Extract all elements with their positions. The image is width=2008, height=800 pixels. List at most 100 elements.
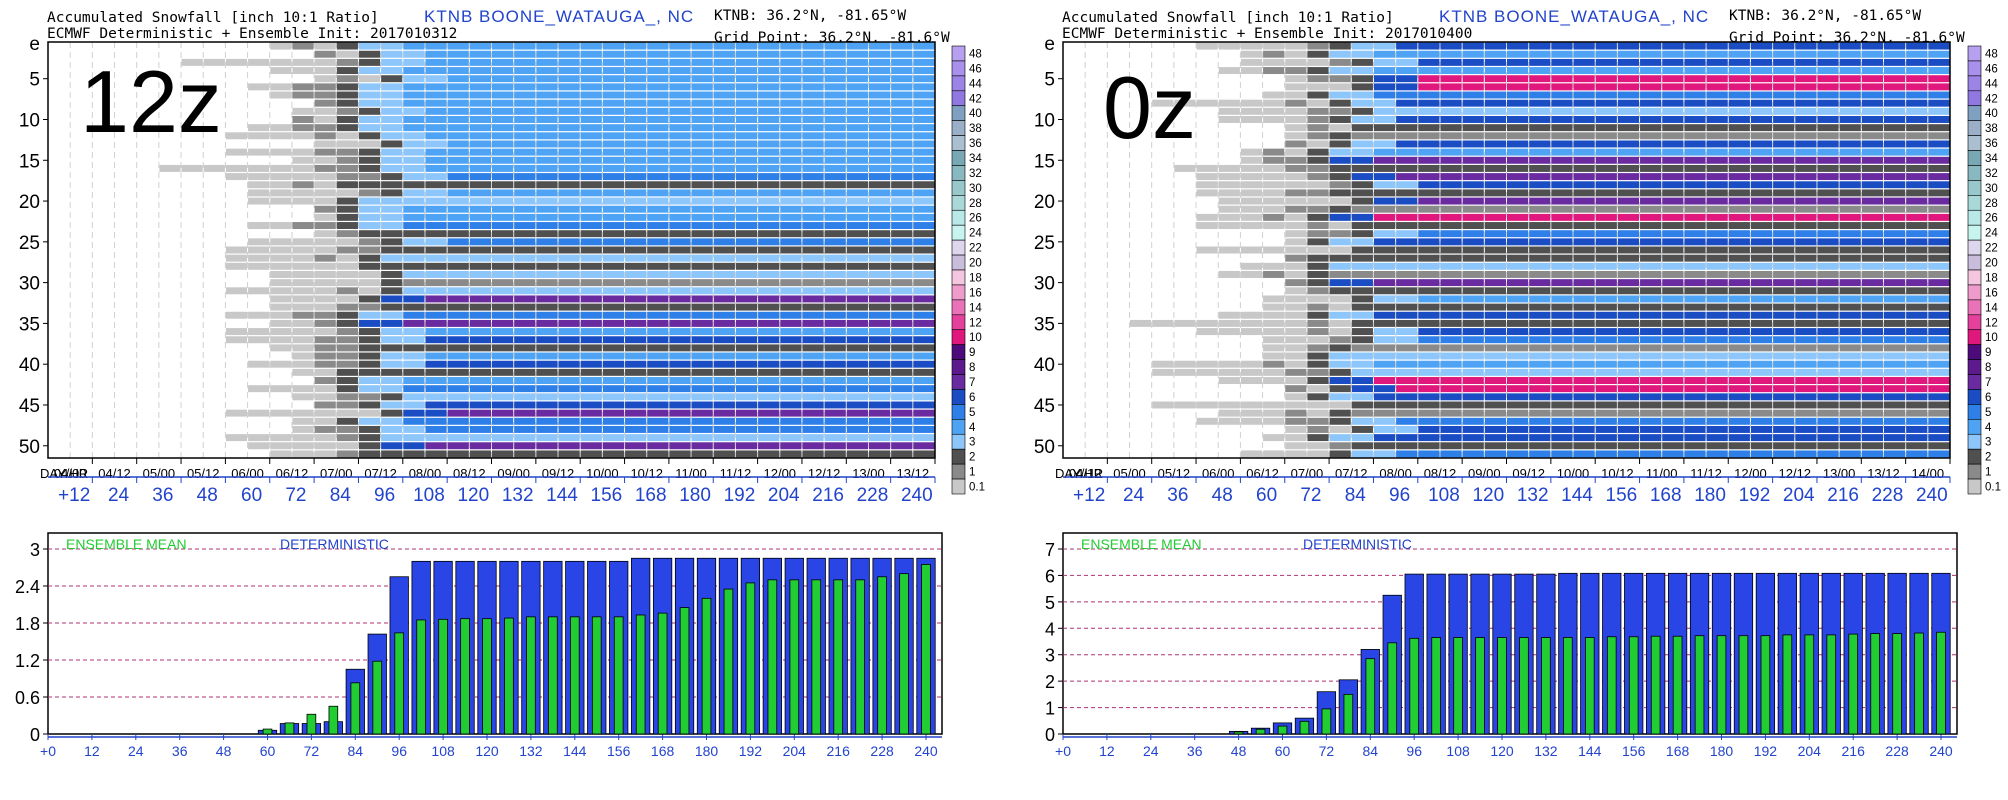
plume-cell — [1240, 107, 1263, 115]
plume-cell — [1551, 328, 1573, 336]
plume-cell — [381, 164, 403, 172]
plume-cell — [1640, 132, 1662, 140]
plume-cell — [1573, 425, 1595, 433]
plume-cell — [1595, 50, 1617, 58]
plume-cell — [536, 107, 558, 115]
plume-cell — [1861, 156, 1883, 164]
plume-cell — [381, 148, 403, 156]
plume-cell — [1418, 385, 1440, 393]
plume-cell — [846, 425, 868, 433]
plume-cell — [1883, 425, 1906, 433]
plume-cell — [1307, 401, 1329, 409]
plume-cell — [647, 336, 669, 344]
plume-cell — [536, 295, 558, 303]
plume-cell — [1396, 262, 1418, 270]
plume-cell — [403, 173, 425, 181]
plume-cell — [1861, 246, 1883, 254]
plume-cell — [780, 164, 802, 172]
plume-cell — [691, 262, 713, 270]
plume-cell — [469, 173, 491, 181]
plume-cell — [492, 336, 514, 344]
plume-cell — [336, 132, 358, 140]
plume-cell — [1462, 377, 1484, 384]
plume-cell — [824, 409, 846, 417]
bar-x-tick-label: 168 — [651, 743, 675, 759]
plume-cell — [1307, 75, 1329, 83]
plume-cell — [1906, 50, 1928, 58]
plume-cell — [1507, 393, 1529, 401]
bar-x-tick-label: 12 — [1099, 743, 1115, 759]
plume-cell — [1928, 385, 1950, 393]
colorbar-swatch — [951, 404, 966, 420]
plume-cell — [602, 205, 625, 213]
plume-cell — [1728, 230, 1750, 238]
plume-cell — [1773, 230, 1795, 238]
bar-y-tick-label: 1.8 — [15, 614, 40, 634]
plume-cell — [469, 205, 491, 213]
plume-cell — [270, 83, 292, 91]
plume-cell — [358, 328, 381, 336]
plume-cell — [1728, 279, 1750, 287]
plume-cell — [1662, 99, 1684, 107]
plume-cell — [1440, 181, 1462, 189]
plume-cell — [602, 222, 625, 230]
plume-cell — [1706, 254, 1728, 262]
plume-cell — [868, 319, 891, 327]
plume-cell — [913, 67, 935, 75]
plume-cell — [1706, 205, 1728, 213]
plume-cell — [580, 140, 602, 148]
plume-cell — [447, 83, 469, 91]
plume-cell — [735, 132, 758, 140]
plume-cell — [1728, 393, 1750, 401]
plume-cell — [669, 99, 691, 107]
plume-y-tick-label: 50 — [19, 437, 40, 458]
plume-cell — [358, 148, 381, 156]
plume-cell — [1529, 75, 1551, 83]
plume-cell — [1906, 425, 1928, 433]
plume-cell — [580, 246, 602, 254]
plume-cell — [1662, 442, 1684, 450]
plume-cell — [1795, 99, 1817, 107]
plume-x-tick-label: 06/12 — [1246, 466, 1279, 481]
plume-cell — [1728, 189, 1750, 197]
plume-cell — [1396, 450, 1418, 458]
plume-cell — [1728, 58, 1750, 66]
plume-cell — [1795, 116, 1817, 123]
plume-cell — [314, 75, 336, 83]
plume-cell — [691, 107, 713, 115]
plume-cell — [1573, 254, 1595, 262]
plume-cell — [713, 409, 735, 417]
plume-cell — [580, 107, 602, 115]
plume-cell — [802, 319, 824, 327]
plume-cell — [1617, 270, 1640, 278]
plume-cell — [1351, 328, 1373, 336]
plume-cell — [669, 425, 691, 433]
plume-cell — [913, 319, 935, 327]
plume-cell — [1507, 58, 1529, 66]
bar-y-tick-label: 0 — [30, 725, 40, 745]
plume-cell — [1373, 148, 1396, 156]
plume-cell — [647, 385, 669, 393]
plume-cell — [1573, 393, 1595, 401]
plume-cell — [1817, 336, 1839, 344]
plume-cell — [669, 377, 691, 384]
plume-cell — [780, 189, 802, 197]
colorbar-label: 7 — [1985, 377, 1991, 389]
plume-cell — [1396, 238, 1418, 246]
plume-cell — [270, 360, 292, 368]
ensemble-mean-bar — [548, 616, 558, 735]
plume-cell — [824, 319, 846, 327]
plume-cell — [1817, 270, 1839, 278]
colorbar-swatch — [951, 463, 966, 480]
plume-cell — [1551, 58, 1573, 66]
plume-cell — [735, 328, 758, 336]
plume-cell — [1861, 336, 1883, 344]
plume-cell — [514, 352, 536, 360]
plume-cell — [1573, 385, 1595, 393]
plume-cell — [403, 425, 425, 433]
plume-cell — [492, 287, 514, 295]
plume-cell — [1507, 303, 1529, 311]
plume-cell — [1773, 246, 1795, 254]
plume-cell — [647, 107, 669, 115]
bar-y-tick-label: 1 — [1045, 699, 1055, 719]
